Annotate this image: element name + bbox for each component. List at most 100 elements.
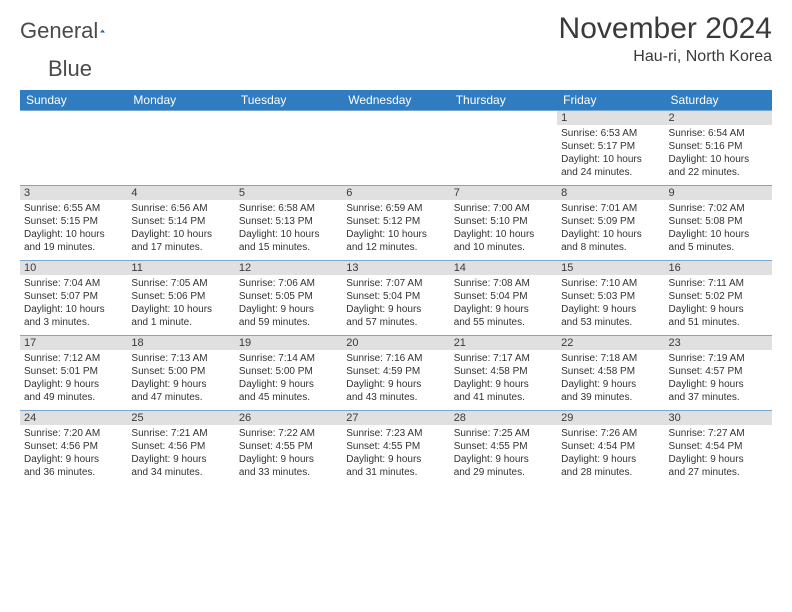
dow-tue: Tuesday xyxy=(235,90,342,111)
day-text-line: Daylight: 9 hours xyxy=(669,303,768,316)
day-cell: 30Sunrise: 7:27 AMSunset: 4:54 PMDayligh… xyxy=(665,411,772,486)
day-number: 30 xyxy=(665,411,772,425)
day-cell xyxy=(127,111,234,186)
day-text-line: Sunset: 4:55 PM xyxy=(454,440,553,453)
day-text-line: Daylight: 9 hours xyxy=(454,303,553,316)
day-text-line: Sunrise: 7:05 AM xyxy=(131,277,230,290)
day-text-line: Daylight: 9 hours xyxy=(561,378,660,391)
day-text-line: and 17 minutes. xyxy=(131,241,230,254)
day-text-line: Sunrise: 7:04 AM xyxy=(24,277,123,290)
calendar-page: General November 2024 Hau-ri, North Kore… xyxy=(0,0,792,485)
day-text: Sunrise: 7:20 AMSunset: 4:56 PMDaylight:… xyxy=(24,427,123,479)
day-text: Sunrise: 7:17 AMSunset: 4:58 PMDaylight:… xyxy=(454,352,553,404)
day-number: 24 xyxy=(20,411,127,425)
day-text-line: Sunrise: 7:27 AM xyxy=(669,427,768,440)
day-text-line: Sunset: 5:09 PM xyxy=(561,215,660,228)
week-row: 24 Sunrise: 7:20 AMSunset: 4:56 PMDayligh… xyxy=(20,411,772,486)
day-text: Sunrise: 7:22 AMSunset: 4:55 PMDaylight:… xyxy=(239,427,338,479)
day-text: Sunrise: 7:12 AMSunset: 5:01 PMDaylight:… xyxy=(24,352,123,404)
day-text-line: Sunset: 4:54 PM xyxy=(561,440,660,453)
brand-word1: General xyxy=(20,18,98,44)
day-text: Sunrise: 7:11 AMSunset: 5:02 PMDaylight:… xyxy=(669,277,768,329)
day-text-line: and 57 minutes. xyxy=(346,316,445,329)
day-number: 5 xyxy=(235,186,342,200)
day-number: 25 xyxy=(127,411,234,425)
day-text-line: Daylight: 9 hours xyxy=(346,303,445,316)
day-text: Sunrise: 7:06 AMSunset: 5:05 PMDaylight:… xyxy=(239,277,338,329)
day-text: Sunrise: 7:18 AMSunset: 4:58 PMDaylight:… xyxy=(561,352,660,404)
day-text-line: and 53 minutes. xyxy=(561,316,660,329)
day-text-line: Daylight: 9 hours xyxy=(239,378,338,391)
day-number: 23 xyxy=(665,336,772,350)
day-text-line: and 51 minutes. xyxy=(669,316,768,329)
day-cell: 21Sunrise: 7:17 AMSunset: 4:58 PMDayligh… xyxy=(450,336,557,411)
day-text-line: Sunrise: 6:53 AM xyxy=(561,127,660,140)
day-number: 3 xyxy=(20,186,127,200)
day-number: 18 xyxy=(127,336,234,350)
day-text-line: Daylight: 10 hours xyxy=(239,228,338,241)
brand-word2: Blue xyxy=(20,56,92,82)
day-text-line: Sunrise: 7:16 AM xyxy=(346,352,445,365)
day-cell: 7 Sunrise: 7:00 AMSunset: 5:10 PMDaylight… xyxy=(450,186,557,261)
day-number: 17 xyxy=(20,336,127,350)
calendar-table: Sunday Monday Tuesday Wednesday Thursday… xyxy=(20,90,772,485)
day-number: 27 xyxy=(342,411,449,425)
day-text-line: Sunset: 4:59 PM xyxy=(346,365,445,378)
day-cell: 20Sunrise: 7:16 AMSunset: 4:59 PMDayligh… xyxy=(342,336,449,411)
day-number: 7 xyxy=(450,186,557,200)
day-text-line: and 5 minutes. xyxy=(669,241,768,254)
day-text-line: Daylight: 10 hours xyxy=(669,228,768,241)
day-cell: 18 Sunrise: 7:13 AMSunset: 5:00 PMDayligh… xyxy=(127,336,234,411)
day-text: Sunrise: 7:00 AMSunset: 5:10 PMDaylight:… xyxy=(454,202,553,254)
day-text-line: Sunset: 5:04 PM xyxy=(346,290,445,303)
day-number: 26 xyxy=(235,411,342,425)
day-text-line: Daylight: 9 hours xyxy=(24,378,123,391)
day-text-line: Sunset: 5:01 PM xyxy=(24,365,123,378)
day-text-line: Sunset: 5:10 PM xyxy=(454,215,553,228)
day-text-line: and 39 minutes. xyxy=(561,391,660,404)
week-row: 17 Sunrise: 7:12 AMSunset: 5:01 PMDayligh… xyxy=(20,336,772,411)
day-number: 14 xyxy=(450,261,557,275)
day-number: 11 xyxy=(127,261,234,275)
day-text-line: Sunrise: 7:21 AM xyxy=(131,427,230,440)
day-cell: 4Sunrise: 6:56 AMSunset: 5:14 PMDaylight… xyxy=(127,186,234,261)
day-text-line: and 55 minutes. xyxy=(454,316,553,329)
day-number: 2 xyxy=(665,111,772,125)
day-text-line: and 36 minutes. xyxy=(24,466,123,479)
day-text-line: Daylight: 9 hours xyxy=(669,453,768,466)
calendar-body: 1Sunrise: 6:53 AMSunset: 5:17 PMDaylight… xyxy=(20,111,772,486)
day-text-line: and 43 minutes. xyxy=(346,391,445,404)
day-text: Sunrise: 7:14 AMSunset: 5:00 PMDaylight:… xyxy=(239,352,338,404)
day-text-line: Sunrise: 7:18 AM xyxy=(561,352,660,365)
day-text-line: and 34 minutes. xyxy=(131,466,230,479)
day-text-line: Sunset: 5:07 PM xyxy=(24,290,123,303)
day-text: Sunrise: 7:13 AMSunset: 5:00 PMDaylight:… xyxy=(131,352,230,404)
day-cell: 26 Sunrise: 7:22 AMSunset: 4:55 PMDayligh… xyxy=(235,411,342,486)
day-text-line: Sunrise: 7:00 AM xyxy=(454,202,553,215)
day-text-line: Sunset: 5:05 PM xyxy=(239,290,338,303)
day-text-line: Sunset: 5:00 PM xyxy=(131,365,230,378)
day-text-line: Sunset: 5:00 PM xyxy=(239,365,338,378)
day-text-line: Daylight: 9 hours xyxy=(454,378,553,391)
day-text: Sunrise: 7:26 AMSunset: 4:54 PMDaylight:… xyxy=(561,427,660,479)
day-cell: 1Sunrise: 6:53 AMSunset: 5:17 PMDaylight… xyxy=(557,111,664,186)
day-text-line: Sunset: 4:55 PM xyxy=(239,440,338,453)
week-row: 1Sunrise: 6:53 AMSunset: 5:17 PMDaylight… xyxy=(20,111,772,186)
day-text-line: and 15 minutes. xyxy=(239,241,338,254)
day-cell: 23Sunrise: 7:19 AMSunset: 4:57 PMDayligh… xyxy=(665,336,772,411)
day-text-line: Sunrise: 7:20 AM xyxy=(24,427,123,440)
day-cell: 15Sunrise: 7:10 AMSunset: 5:03 PMDayligh… xyxy=(557,261,664,336)
day-text: Sunrise: 7:16 AMSunset: 4:59 PMDaylight:… xyxy=(346,352,445,404)
day-number: 13 xyxy=(342,261,449,275)
day-text: Sunrise: 7:23 AMSunset: 4:55 PMDaylight:… xyxy=(346,427,445,479)
day-number: 22 xyxy=(557,336,664,350)
day-text-line: Sunrise: 7:23 AM xyxy=(346,427,445,440)
day-text-line: Sunset: 5:03 PM xyxy=(561,290,660,303)
day-text-line: Sunrise: 6:55 AM xyxy=(24,202,123,215)
day-text-line: Sunset: 5:15 PM xyxy=(24,215,123,228)
day-cell: 19Sunrise: 7:14 AMSunset: 5:00 PMDayligh… xyxy=(235,336,342,411)
day-text-line: Sunrise: 7:01 AM xyxy=(561,202,660,215)
day-text-line: Sunset: 5:14 PM xyxy=(131,215,230,228)
day-text-line: Sunset: 5:06 PM xyxy=(131,290,230,303)
day-text-line: Sunrise: 6:56 AM xyxy=(131,202,230,215)
